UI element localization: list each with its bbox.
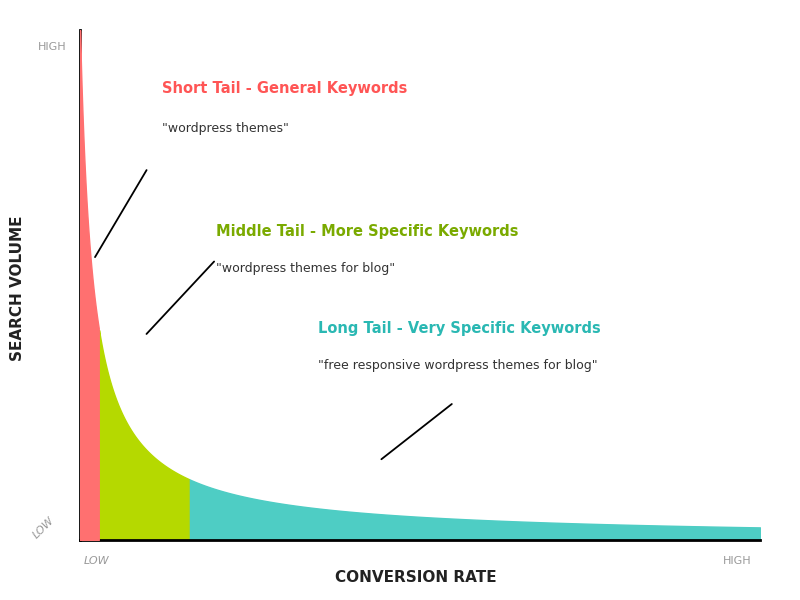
Text: SEARCH VOLUME: SEARCH VOLUME xyxy=(10,215,25,361)
Text: "wordpress themes": "wordpress themes" xyxy=(162,122,289,135)
Text: "wordpress themes for blog": "wordpress themes for blog" xyxy=(216,262,395,275)
Text: HIGH: HIGH xyxy=(38,42,66,52)
Text: Short Tail - General Keywords: Short Tail - General Keywords xyxy=(162,81,407,96)
Text: "free responsive wordpress themes for blog": "free responsive wordpress themes for bl… xyxy=(318,359,598,372)
Text: HIGH: HIGH xyxy=(723,556,752,566)
Text: Long Tail - Very Specific Keywords: Long Tail - Very Specific Keywords xyxy=(318,320,601,336)
Text: Middle Tail - More Specific Keywords: Middle Tail - More Specific Keywords xyxy=(216,224,518,239)
Text: LOW: LOW xyxy=(84,556,110,566)
Text: LOW: LOW xyxy=(31,515,57,541)
Text: CONVERSION RATE: CONVERSION RATE xyxy=(335,570,497,585)
